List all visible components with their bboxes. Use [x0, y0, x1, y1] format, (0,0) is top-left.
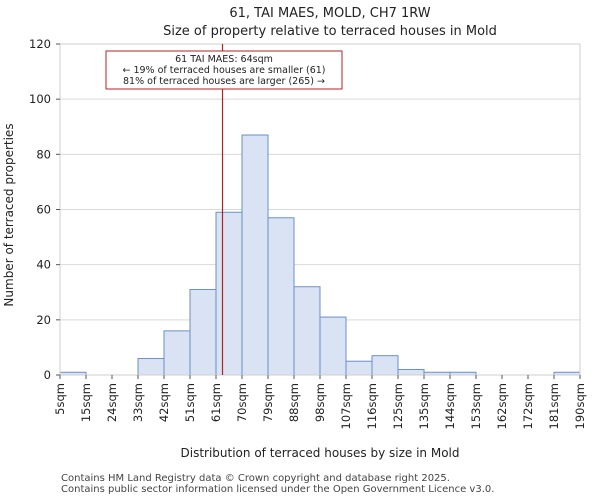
bar: [397, 368, 425, 376]
annotation-smaller: ← 19% of terraced houses are smaller (61…: [122, 65, 325, 76]
x-tick-label: 172sqm: [521, 383, 535, 429]
bar: [241, 134, 269, 376]
property-marker: 61 TAI MAES: 64sqm ← 19% of terraced hou…: [105, 44, 343, 375]
y-tick-label: 100: [29, 92, 51, 106]
chart-subtitle: Size of property relative to terraced ho…: [163, 24, 497, 39]
x-tick-label: 162sqm: [495, 383, 509, 429]
annotation-title: 61 TAI MAES: 64sqm: [175, 54, 273, 65]
y-tick-label: 120: [29, 37, 51, 51]
y-tick-label: 20: [36, 313, 51, 327]
x-tick-label: 135sqm: [417, 383, 431, 429]
x-tick-label: 88sqm: [287, 383, 301, 422]
annotation-larger: 81% of terraced houses are larger (265) …: [123, 76, 325, 87]
bars: [59, 134, 581, 376]
x-axis-label: Distribution of terraced houses by size …: [181, 446, 460, 460]
x-tick-label: 5sqm: [53, 383, 67, 415]
y-axis-label: Number of terraced properties: [2, 123, 16, 306]
bar: [163, 330, 191, 376]
y-tick-label: 80: [36, 147, 51, 161]
x-tick-label: 125sqm: [391, 383, 405, 429]
bar: [293, 286, 321, 376]
bar: [371, 355, 399, 376]
y-axis-ticks: 0 20 40 60 80 100 120: [29, 37, 60, 382]
bar: [137, 357, 165, 376]
x-axis-ticks: 5sqm 15sqm 24sqm 33sqm 42sqm 51sqm 61sqm 70sqm 7…: [53, 375, 587, 429]
x-tick-label: 153sqm: [469, 383, 483, 429]
x-tick-label: 144sqm: [443, 383, 457, 429]
x-tick-label: 190sqm: [573, 383, 587, 429]
annotation-box: [105, 50, 343, 90]
bar: [319, 316, 347, 376]
y-tick-label: 0: [44, 368, 51, 382]
x-tick-label: 98sqm: [313, 383, 327, 422]
footer-licence: Contains public sector information licen…: [61, 484, 495, 495]
x-tick-label: 33sqm: [131, 383, 145, 422]
x-tick-label: 15sqm: [79, 383, 93, 422]
x-tick-label: 70sqm: [235, 383, 249, 422]
x-tick-label: 116sqm: [365, 383, 379, 429]
x-tick-label: 61sqm: [209, 383, 223, 422]
y-tick-label: 60: [36, 203, 51, 217]
chart-title: 61, TAI MAES, MOLD, CH7 1RW: [229, 6, 430, 21]
x-tick-label: 79sqm: [261, 383, 275, 422]
x-tick-label: 42sqm: [157, 383, 171, 422]
x-tick-label: 107sqm: [339, 383, 353, 429]
bar: [345, 360, 373, 376]
bar: [215, 211, 243, 376]
x-tick-label: 181sqm: [547, 383, 561, 429]
bar: [267, 217, 295, 376]
footer-copyright: Contains HM Land Registry data © Crown c…: [61, 473, 450, 484]
bar: [189, 288, 217, 376]
y-tick-label: 40: [36, 258, 51, 272]
x-tick-label: 51sqm: [183, 383, 197, 422]
x-tick-label: 24sqm: [105, 383, 119, 422]
